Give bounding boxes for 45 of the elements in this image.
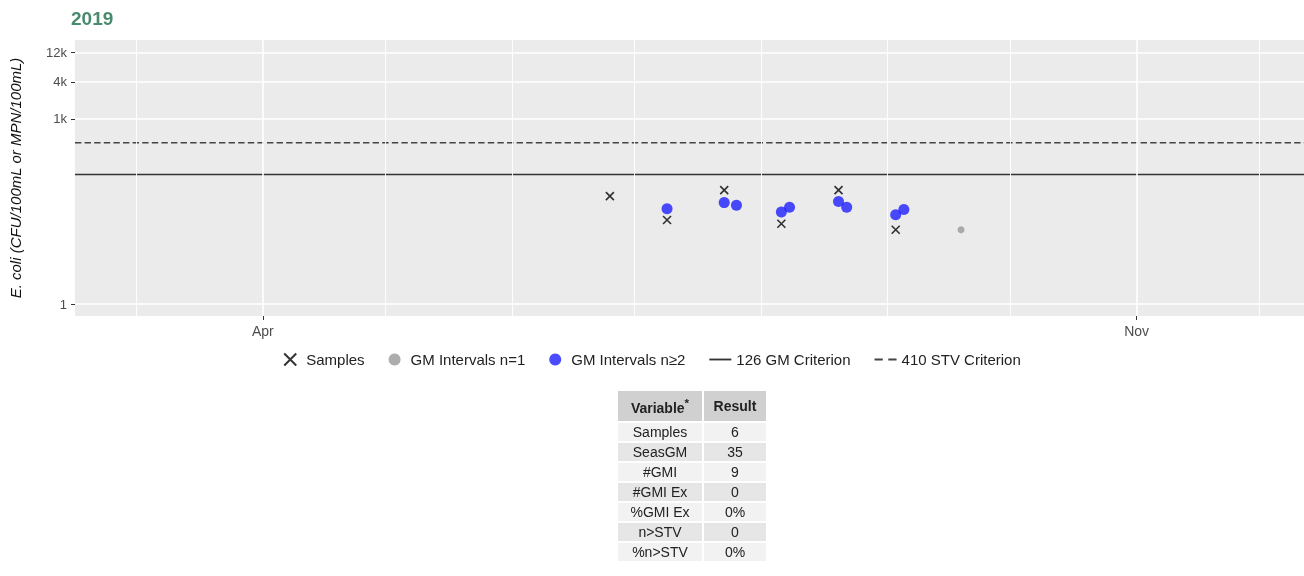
point xyxy=(890,209,902,221)
text: Result xyxy=(704,391,766,421)
point xyxy=(719,185,730,195)
point xyxy=(890,224,901,235)
text: 0 xyxy=(704,482,766,501)
text: %n>STV xyxy=(618,542,702,561)
text: 9 xyxy=(704,462,766,481)
y-tick-label: 12k xyxy=(46,44,68,60)
point xyxy=(833,185,844,195)
text: n>STV xyxy=(618,522,702,541)
y-axis-title: E. coli (CFU/100mL or MPN/100mL) xyxy=(7,57,24,299)
point xyxy=(833,195,845,207)
legend-label: Samples xyxy=(306,351,365,368)
point xyxy=(718,197,730,209)
text: 0% xyxy=(704,542,766,561)
point xyxy=(730,199,742,211)
text: Variable$^{*}$ xyxy=(618,391,702,421)
text: 0% xyxy=(704,502,766,521)
text: #GMI xyxy=(618,462,702,481)
point xyxy=(776,218,787,229)
point xyxy=(662,215,672,225)
text: 6 xyxy=(704,422,766,441)
text: 35 xyxy=(704,442,766,461)
y-tick-label: 4k xyxy=(53,74,68,90)
legend-label: 410 STV Criterion xyxy=(901,351,1021,368)
chart-title: 2019 xyxy=(71,8,114,29)
point xyxy=(784,201,796,213)
point xyxy=(661,203,673,215)
y-tick-label: 1 xyxy=(59,296,67,312)
text: %GMI Ex xyxy=(618,502,702,521)
legend-label: 126 GM Criterion xyxy=(736,351,851,368)
point xyxy=(605,191,615,201)
y-tick-label: 1k xyxy=(53,111,68,127)
text: #GMI Ex xyxy=(618,482,702,501)
legend-label: GM Intervals n≥2 xyxy=(571,351,686,368)
point xyxy=(841,201,853,213)
legend-label: GM Intervals n=1 xyxy=(410,351,526,368)
text: Samples xyxy=(618,422,702,441)
text: SeasGM xyxy=(618,442,702,461)
point xyxy=(775,206,787,218)
point xyxy=(898,204,910,216)
point xyxy=(957,226,965,234)
text: 0 xyxy=(704,522,766,541)
x-tick-label: Nov xyxy=(1124,323,1150,339)
x-tick-label: Apr xyxy=(251,323,275,339)
